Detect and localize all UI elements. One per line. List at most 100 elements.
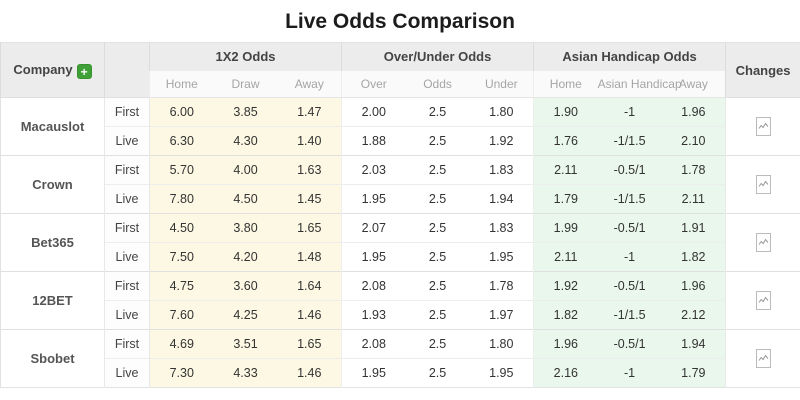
ou-odds-cell: 2.5: [405, 329, 470, 359]
ou-odds-cell: 1.94: [469, 184, 534, 214]
ah-odds-cell: 2.16: [533, 358, 598, 388]
trend-chart-icon: [755, 117, 771, 136]
ou-odds-cell: 1.95: [341, 184, 406, 214]
x12-odds-cell: 4.25: [213, 300, 278, 330]
company-name: 12BET: [0, 271, 105, 330]
row-type-label: First: [104, 213, 150, 243]
ou-odds-cell: 2.5: [405, 184, 470, 214]
x12-odds-cell: 1.63: [277, 155, 342, 185]
odds-row: Crown First 5.70 4.00 1.63 2.03 2.5 1.83 2.11 -0.…: [0, 155, 800, 214]
ah-odds-cell: -1: [597, 97, 662, 127]
ou-odds-cell: 1.95: [341, 358, 406, 388]
ah-odds-cell: -1: [597, 242, 662, 272]
changes-chart-button[interactable]: [725, 97, 800, 156]
odds-row: Macauslot First 6.00 3.85 1.47 2.00 2.5 1.80 1.9…: [0, 97, 800, 156]
ou-odds-cell: 2.5: [405, 300, 470, 330]
row-type-label: First: [104, 97, 150, 127]
changes-chart-button[interactable]: [725, 155, 800, 214]
odds-row: Live 7.30 4.33 1.46 1.95 2.5 1.95 2.16 -1 1.79: [1, 358, 800, 388]
ah-odds-cell: -1/1.5: [597, 126, 662, 156]
group-header-asian-handicap: Asian Handicap Odds: [533, 42, 726, 71]
ah-odds-cell: -0.5/1: [597, 155, 662, 185]
ah-odds-cell: -0.5/1: [597, 271, 662, 301]
x12-odds-cell: 4.75: [149, 271, 214, 301]
page-title: Live Odds Comparison: [285, 10, 515, 33]
ah-odds-cell: 2.12: [661, 300, 726, 330]
ou-odds-cell: 1.97: [469, 300, 534, 330]
company-name: Sbobet: [0, 329, 105, 388]
trend-chart-icon: [755, 349, 771, 368]
company-name: Bet365: [0, 213, 105, 272]
add-company-button[interactable]: +: [76, 63, 92, 79]
ah-odds-cell: 2.11: [533, 242, 598, 272]
changes-chart-button[interactable]: [725, 329, 800, 388]
ou-odds-cell: 1.80: [469, 97, 534, 127]
x12-odds-cell: 1.45: [277, 184, 342, 214]
ah-odds-cell: 1.78: [661, 155, 726, 185]
company-name: Macauslot: [0, 97, 105, 156]
ou-odds-cell: 1.80: [469, 329, 534, 359]
company-name: Crown: [0, 155, 105, 214]
x12-odds-cell: 1.65: [277, 213, 342, 243]
ou-odds-cell: 1.88: [341, 126, 406, 156]
ah-odds-cell: 2.11: [661, 184, 726, 214]
ou-odds-cell: 2.5: [405, 271, 470, 301]
x12-odds-cell: 4.00: [213, 155, 278, 185]
trend-chart-icon: [755, 291, 771, 310]
ah-odds-cell: 1.82: [533, 300, 598, 330]
ou-odds-cell: 2.5: [405, 213, 470, 243]
row-type-label: Live: [104, 242, 150, 272]
x12-odds-cell: 1.48: [277, 242, 342, 272]
ou-odds-cell: 1.93: [341, 300, 406, 330]
ah-odds-cell: 1.82: [661, 242, 726, 272]
ou-odds-cell: 2.07: [341, 213, 406, 243]
x12-odds-cell: 7.30: [149, 358, 214, 388]
ou-odds-cell: 2.03: [341, 155, 406, 185]
x12-odds-cell: 7.60: [149, 300, 214, 330]
x12-odds-cell: 4.20: [213, 242, 278, 272]
subheader-ou-over: Over: [341, 70, 406, 98]
subheader-1x2-home: Home: [149, 70, 214, 98]
ou-odds-cell: 2.5: [405, 97, 470, 127]
ah-odds-cell: 1.96: [661, 271, 726, 301]
subheader-ah-handicap: Asian Handicap: [597, 70, 682, 98]
ou-odds-cell: 2.5: [405, 155, 470, 185]
table-body: Macauslot First 6.00 3.85 1.47 2.00 2.5 1.80 1.9…: [0, 97, 800, 388]
x12-odds-cell: 3.60: [213, 271, 278, 301]
changes-column-header: Changes: [725, 42, 800, 98]
changes-chart-button[interactable]: [725, 271, 800, 330]
subheader-ou-under: Under: [469, 70, 534, 98]
x12-odds-cell: 1.47: [277, 97, 342, 127]
ou-odds-cell: 1.95: [341, 242, 406, 272]
ah-odds-cell: -1/1.5: [597, 300, 662, 330]
ah-odds-cell: -1/1.5: [597, 184, 662, 214]
x12-odds-cell: 4.33: [213, 358, 278, 388]
x12-odds-cell: 4.50: [213, 184, 278, 214]
ah-odds-cell: 1.94: [661, 329, 726, 359]
subheader-1x2-away: Away: [277, 70, 342, 98]
ou-odds-cell: 1.95: [469, 242, 534, 272]
x12-odds-cell: 3.51: [213, 329, 278, 359]
ou-odds-cell: 1.95: [469, 358, 534, 388]
x12-odds-cell: 1.46: [277, 358, 342, 388]
x12-odds-cell: 6.00: [149, 97, 214, 127]
company-header-label: Company: [13, 61, 73, 77]
row-type-label: First: [104, 155, 150, 185]
row-type-label: Live: [104, 184, 150, 214]
x12-odds-cell: 4.30: [213, 126, 278, 156]
odds-row: Live 7.80 4.50 1.45 1.95 2.5 1.94 1.79 -1/1.5 2.1…: [1, 184, 800, 214]
odds-row: 12BET First 4.75 3.60 1.64 2.08 2.5 1.78 1.92 -0.…: [0, 271, 800, 330]
ah-odds-cell: 1.79: [661, 358, 726, 388]
ah-odds-cell: -0.5/1: [597, 329, 662, 359]
changes-chart-button[interactable]: [725, 213, 800, 272]
row-type-column-header: [104, 42, 150, 98]
subheader-ou-odds: Odds: [405, 70, 470, 98]
x12-odds-cell: 3.85: [213, 97, 278, 127]
ou-odds-cell: 1.83: [469, 213, 534, 243]
ou-odds-cell: 2.08: [341, 271, 406, 301]
x12-odds-cell: 7.50: [149, 242, 214, 272]
odds-comparison-table: Company + 1X2 Odds Over/Under Odds Asian …: [0, 42, 800, 388]
odds-row: Live 7.60 4.25 1.46 1.93 2.5 1.97 1.82 -1/1.5 2.1…: [1, 300, 800, 330]
ou-odds-cell: 1.78: [469, 271, 534, 301]
trend-chart-icon: [755, 233, 771, 252]
